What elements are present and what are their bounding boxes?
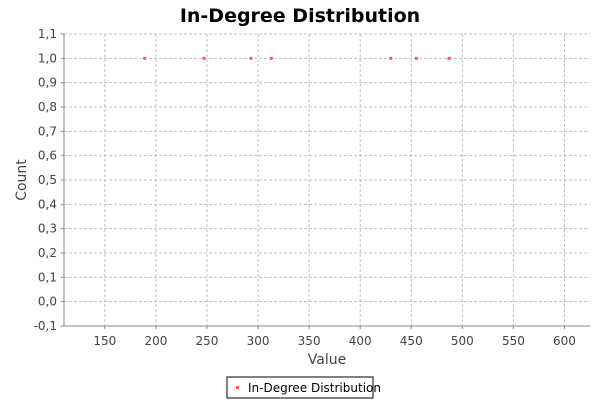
data-point <box>249 56 253 60</box>
x-tick-label: 250 <box>196 334 219 348</box>
y-tick-label: 0,3 <box>38 222 57 236</box>
y-tick-label: -0,1 <box>34 319 57 333</box>
chart-title: In-Degree Distribution <box>180 5 420 27</box>
x-axis-label: Value <box>308 352 346 368</box>
data-point <box>143 56 147 60</box>
y-tick-label: 0,9 <box>38 76 57 90</box>
x-tick-label: 200 <box>144 334 167 348</box>
x-tick-label: 350 <box>298 334 321 348</box>
x-axis-ticks: 150 200 250 300 350 400 450 500 550 600 <box>93 326 576 348</box>
legend: In-Degree Distribution <box>226 376 381 399</box>
data-point <box>269 56 273 60</box>
x-tick-label: 550 <box>502 334 525 348</box>
y-tick-label: 0,8 <box>38 100 57 114</box>
x-tick-label: 450 <box>400 334 423 348</box>
x-tick-label: 400 <box>349 334 372 348</box>
legend-box <box>226 376 374 399</box>
x-tick-label: 300 <box>247 334 270 348</box>
grid <box>64 33 590 327</box>
legend-label: In-Degree Distribution <box>248 381 381 395</box>
y-tick-label: 0,7 <box>38 124 57 138</box>
data-point <box>202 56 206 60</box>
x-tick-label: 600 <box>553 334 576 348</box>
data-point <box>389 56 393 60</box>
y-tick-label: 0,1 <box>38 270 57 284</box>
y-axis-ticks: -0,1 0,0 0,1 0,2 0,3 0,4 0,5 0,6 0,7 0,8 0,9 1,0 1,1 <box>34 27 64 333</box>
x-tick-label: 150 <box>93 334 116 348</box>
x-tick-label: 500 <box>451 334 474 348</box>
data-point <box>447 56 451 60</box>
y-tick-label: 1,1 <box>38 27 57 41</box>
y-tick-label: 0,2 <box>38 246 57 260</box>
y-tick-label: 0,4 <box>38 197 57 211</box>
y-tick-label: 0,0 <box>38 295 57 309</box>
data-points <box>143 56 451 60</box>
data-point <box>414 56 418 60</box>
y-axis-label: Count <box>14 159 30 201</box>
y-tick-label: 1,0 <box>38 51 57 65</box>
y-tick-label: 0,5 <box>38 173 57 187</box>
y-tick-label: 0,6 <box>38 149 57 163</box>
legend-marker <box>236 386 239 389</box>
